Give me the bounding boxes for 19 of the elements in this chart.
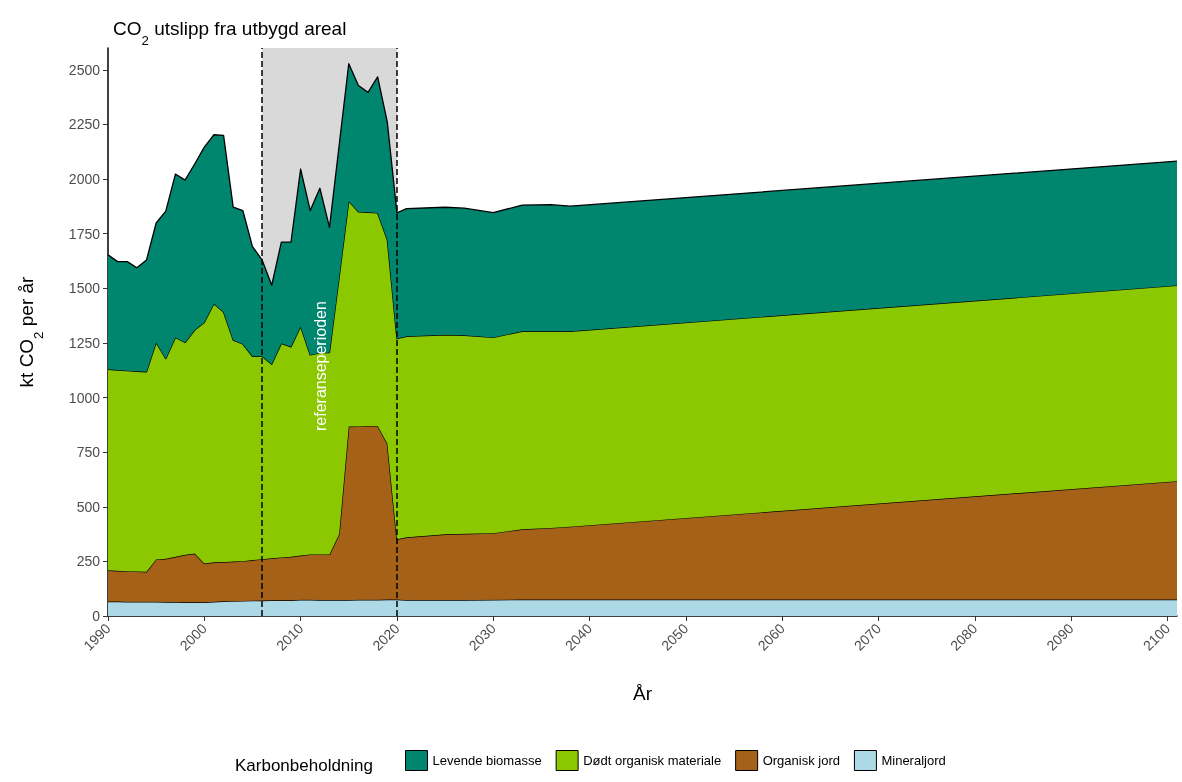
legend-title: Karbonbeholdning <box>235 756 374 775</box>
y-tick-label: 750 <box>76 444 101 461</box>
y-tick-label: 500 <box>76 498 101 515</box>
y-tick-label: 1750 <box>68 225 101 242</box>
y-tick-label: 250 <box>76 553 101 570</box>
y-tick-label: 0 <box>92 608 101 624</box>
band-label: referanseperioden <box>311 301 329 432</box>
legend-label: Organisk jord <box>762 753 840 768</box>
y-tick-label: 1500 <box>68 280 101 297</box>
y-tick-label: 1000 <box>68 389 101 406</box>
legend-label: Levende biomasse <box>432 753 542 768</box>
y-tick-label: 1250 <box>68 334 101 351</box>
x-axis-title: År <box>633 683 653 704</box>
y-axis-title: kt CO2 per år <box>16 275 46 388</box>
y-tick-label: 2500 <box>68 61 101 78</box>
y-tick-label: 2250 <box>68 116 101 133</box>
legend-label: Dødt organisk materiale <box>583 753 722 768</box>
legend-label: Mineraljord <box>881 753 946 768</box>
y-tick-label: 2000 <box>68 171 101 188</box>
